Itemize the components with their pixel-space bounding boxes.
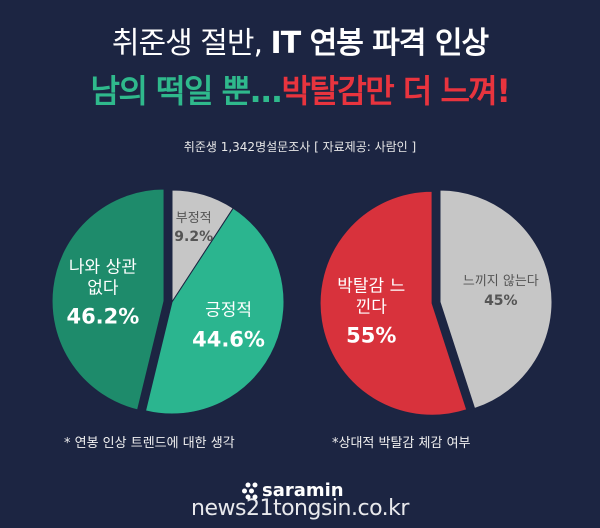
headline: 남의 떡일 뿐...박탈감만 더 느껴! <box>0 66 600 112</box>
slice-category: 부정적 <box>175 211 212 227</box>
headline-part: 박탈감만 더 느껴! <box>281 72 510 110</box>
pie-slice <box>144 207 285 415</box>
pie-slice <box>439 189 553 410</box>
pie-slice <box>51 188 165 411</box>
title-part: 취준생 절반, <box>111 26 263 61</box>
brand-logo <box>242 482 258 500</box>
slice-label: 박탈감 느낀다 55% <box>330 277 412 350</box>
slice-category: 긍정적 <box>205 300 252 321</box>
slice-value: 44.6% <box>192 326 265 351</box>
slice-category: 박탈감 느낀다 <box>337 276 406 318</box>
brand: saramin <box>262 480 344 501</box>
source: 취준생 1,342명설문조사 [ 자료제공: 사람인 ] <box>183 140 417 154</box>
slice-label: 나와 상관없다 46.2% <box>62 257 144 330</box>
slice-label: 긍정적 44.6% <box>192 301 265 353</box>
slice-category: 나와 상관없다 <box>68 257 137 299</box>
slice-value: 46.2% <box>66 304 140 329</box>
slice-value: 45% <box>484 292 518 309</box>
title: 취준생 절반, IT 연봉 파격 인상 <box>0 18 600 62</box>
chart-note: * 연봉 인상 트렌드에 대한 생각 <box>64 436 235 451</box>
slice-label: 느끼지 않는다 45% <box>463 274 539 310</box>
slice-value: 55% <box>346 324 397 348</box>
pie-slice <box>319 190 468 416</box>
watermark: news21tongsin.co.kr <box>191 496 409 521</box>
title-part: IT 연봉 파격 인상 <box>270 26 490 61</box>
chart-note: *상대적 박탈감 체감 여부 <box>332 436 471 451</box>
slice-label: 부정적 9.2% <box>174 211 213 247</box>
slice-value: 9.2% <box>174 229 214 246</box>
headline-part: 남의 떡일 뿐... <box>90 72 283 110</box>
slice-category: 느끼지 않는다 <box>462 274 539 290</box>
